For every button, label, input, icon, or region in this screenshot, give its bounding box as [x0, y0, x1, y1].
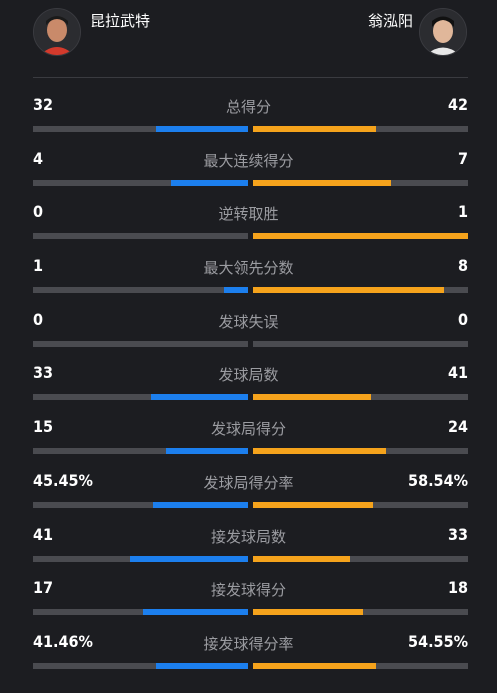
- match-header: 昆拉武特 翁泓阳: [0, 0, 497, 78]
- stat-row: 发球局数 33 41: [0, 346, 497, 401]
- stat-left-bar-fill: [155, 662, 248, 669]
- stat-left-bar-track: [33, 233, 248, 240]
- stat-left-bar-fill: [155, 126, 248, 132]
- stat-right-bar-track: [253, 340, 468, 347]
- stat-right-value: 42: [447, 95, 468, 114]
- stat-left-bar-track: [33, 340, 248, 347]
- stat-right-value: 24: [447, 417, 468, 437]
- header-divider: [33, 77, 468, 78]
- stat-right-value: 33: [447, 524, 468, 544]
- stat-left-bar-track: [33, 555, 248, 562]
- stat-left-bar-fill: [224, 287, 248, 294]
- stat-left-value: 0: [33, 202, 44, 222]
- stat-right-bar-track: [253, 126, 468, 132]
- stat-row: 发球局得分率 45.45% 58.54%: [0, 454, 497, 508]
- stat-label: 接发球局数: [210, 527, 286, 546]
- stat-left-bar-fill: [153, 501, 248, 508]
- stat-left-value: 0: [33, 309, 44, 329]
- stat-right-bar-track: [253, 501, 468, 508]
- stat-left-bar-track: [33, 179, 248, 186]
- stat-label: 逆转取胜: [218, 205, 279, 224]
- stat-right-bar-fill: [253, 233, 468, 240]
- stat-right-bar-track: [253, 555, 468, 562]
- stat-label: 接发球得分率: [203, 634, 294, 653]
- stat-right-value: 1: [457, 202, 468, 222]
- stat-left-bar-track: [33, 448, 248, 455]
- player-left-avatar[interactable]: [33, 8, 81, 56]
- stat-left-bar-track: [33, 126, 248, 132]
- stat-right-value: 7: [457, 148, 468, 168]
- player-photo-icon: [34, 9, 80, 55]
- stat-right-bar-fill: [253, 448, 387, 455]
- stat-row: 总得分 32 42: [0, 78, 497, 132]
- stat-right-bar-fill: [253, 287, 445, 294]
- stat-label: 发球局数: [218, 366, 279, 385]
- stat-row: 逆转取胜 0 1: [0, 185, 497, 240]
- stat-row: 发球失误 0 0: [0, 293, 497, 347]
- stat-left-value: 4: [33, 148, 44, 168]
- stat-left-bar-fill: [170, 179, 248, 186]
- stat-right-bar-fill: [253, 555, 350, 562]
- stat-right-bar-fill: [253, 609, 363, 616]
- stat-left-value: 33: [33, 363, 54, 383]
- stat-label: 最大领先分数: [203, 259, 294, 278]
- stat-right-bar-track: [253, 287, 468, 294]
- stat-left-bar-track: [33, 609, 248, 616]
- stat-right-bar-fill: [253, 662, 376, 669]
- stat-label: 接发球得分: [210, 581, 286, 600]
- stat-right-bar-track: [253, 448, 468, 455]
- stat-right-bar-fill: [253, 394, 372, 401]
- stat-label: 发球局得分率: [203, 473, 294, 492]
- player-right-name[interactable]: 翁泓阳: [367, 12, 413, 30]
- stat-left-value: 45.45%: [33, 470, 93, 490]
- stat-row: 发球局得分 15 24: [0, 400, 497, 455]
- stat-row: 最大连续得分 4 7: [0, 132, 497, 186]
- stat-left-value: 32: [33, 95, 54, 114]
- stat-right-bar-track: [253, 394, 468, 401]
- stat-right-value: 41: [447, 363, 468, 383]
- stat-row: 最大领先分数 1 8: [0, 239, 497, 294]
- stat-left-bar-track: [33, 662, 248, 669]
- stat-left-bar-fill: [142, 609, 248, 616]
- stat-label: 总得分: [225, 98, 271, 116]
- stat-right-bar-track: [253, 662, 468, 669]
- stat-right-value: 8: [457, 256, 468, 276]
- stat-right-value: 58.54%: [408, 470, 468, 490]
- stat-row: 接发球得分 17 18: [0, 561, 497, 616]
- stat-right-bar-fill: [253, 179, 391, 186]
- stat-right-value: 18: [447, 578, 468, 598]
- player-left-name[interactable]: 昆拉武特: [90, 12, 151, 30]
- stat-right-bar-fill: [253, 501, 374, 508]
- stat-row: 接发球局数 41 33: [0, 508, 497, 562]
- stat-right-bar-track: [253, 233, 468, 240]
- stat-left-bar-fill: [151, 394, 248, 401]
- stat-right-bar-fill: [253, 126, 376, 132]
- stat-label: 最大连续得分: [203, 151, 294, 170]
- stat-left-bar-track: [33, 394, 248, 401]
- stat-right-bar-track: [253, 179, 468, 186]
- stat-label: 发球失误: [218, 312, 279, 331]
- stat-left-value: 17: [33, 578, 54, 598]
- stat-right-value: 0: [457, 309, 468, 329]
- stat-label: 发球局得分: [210, 420, 286, 439]
- stat-left-value: 41: [33, 524, 54, 544]
- stat-left-bar-track: [33, 287, 248, 294]
- stat-left-value: 15: [33, 417, 54, 437]
- player-photo-icon: [420, 9, 466, 55]
- stat-left-bar-fill: [166, 448, 248, 455]
- stat-right-value: 54.55%: [408, 631, 468, 651]
- stat-right-bar-track: [253, 609, 468, 616]
- stat-row: 接发球得分率 41.46% 54.55%: [0, 615, 497, 669]
- stats-list: 总得分 32 42 最大连续得分 4 7 逆转取胜 0 1 最大领先分数 1 8 发球失误 0 0 发球局数 3…: [0, 78, 497, 669]
- player-right-avatar[interactable]: [419, 8, 467, 56]
- stat-left-value: 1: [33, 256, 44, 276]
- stat-left-bar-fill: [129, 555, 248, 562]
- stat-left-bar-track: [33, 501, 248, 508]
- stat-left-value: 41.46%: [33, 631, 93, 651]
